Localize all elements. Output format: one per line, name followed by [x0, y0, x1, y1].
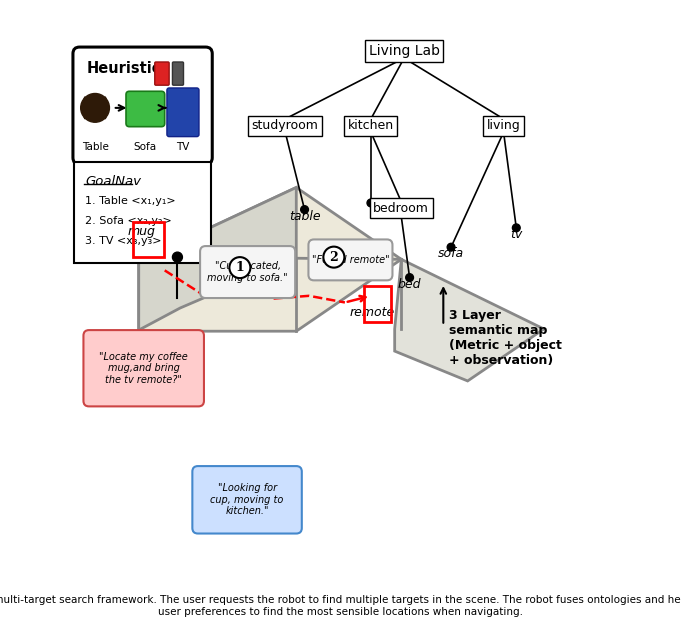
- Text: 3. TV <x₃,y₃>: 3. TV <x₃,y₃>: [85, 236, 161, 246]
- Circle shape: [229, 257, 251, 278]
- Circle shape: [447, 243, 455, 251]
- Polygon shape: [395, 259, 544, 381]
- Text: remote: remote: [350, 306, 395, 319]
- FancyBboxPatch shape: [155, 62, 169, 85]
- Circle shape: [367, 199, 375, 207]
- Text: "Found remote": "Found remote": [312, 255, 390, 265]
- Text: 1. Table <x₁,y₁>: 1. Table <x₁,y₁>: [85, 197, 176, 206]
- Text: living: living: [487, 119, 520, 132]
- Text: sofa: sofa: [438, 247, 464, 260]
- Text: kitchen: kitchen: [348, 119, 394, 132]
- Circle shape: [301, 206, 308, 213]
- Circle shape: [323, 247, 345, 268]
- Text: 1: 1: [236, 261, 244, 274]
- Text: 3 Layer
semantic map
(Metric + object
+ observation): 3 Layer semantic map (Metric + object + …: [449, 309, 562, 368]
- FancyBboxPatch shape: [73, 47, 212, 164]
- Text: Living Lab: Living Lab: [368, 44, 439, 58]
- FancyBboxPatch shape: [126, 91, 165, 126]
- Text: bed: bed: [398, 278, 422, 291]
- FancyBboxPatch shape: [308, 239, 392, 280]
- Text: Table: Table: [82, 141, 108, 151]
- Text: 2: 2: [330, 250, 338, 264]
- Text: GoalNav: GoalNav: [85, 175, 141, 188]
- Text: TV: TV: [176, 141, 189, 151]
- Text: "Looking for
cup, moving to
kitchen.": "Looking for cup, moving to kitchen.": [210, 483, 284, 516]
- Text: Heuristic: Heuristic: [86, 61, 161, 76]
- FancyBboxPatch shape: [84, 330, 204, 406]
- FancyBboxPatch shape: [74, 162, 211, 263]
- Circle shape: [172, 252, 183, 262]
- Text: Sofa: Sofa: [133, 141, 157, 151]
- FancyBboxPatch shape: [167, 88, 199, 136]
- Polygon shape: [139, 187, 401, 331]
- FancyBboxPatch shape: [192, 466, 302, 534]
- Circle shape: [80, 94, 110, 122]
- Text: tv: tv: [510, 228, 522, 241]
- Text: "Locate my coffee
mug,and bring
the tv remote?": "Locate my coffee mug,and bring the tv r…: [99, 352, 188, 385]
- Text: "Cup located,
moving to sofa.": "Cup located, moving to sofa.": [207, 261, 288, 283]
- Text: bedroom: bedroom: [373, 202, 429, 215]
- Text: table: table: [289, 210, 320, 223]
- Text: studyroom: studyroom: [252, 119, 319, 132]
- Text: mug: mug: [127, 225, 155, 238]
- FancyBboxPatch shape: [172, 62, 183, 85]
- FancyBboxPatch shape: [200, 246, 295, 298]
- Circle shape: [406, 273, 413, 281]
- Circle shape: [512, 224, 520, 232]
- Text: Fig. 1: Our multi-target search framework. The user requests the robot to find m: Fig. 1: Our multi-target search framewor…: [0, 595, 681, 617]
- Polygon shape: [139, 187, 296, 330]
- Text: 2. Sofa <x₂,y₂>: 2. Sofa <x₂,y₂>: [85, 216, 172, 226]
